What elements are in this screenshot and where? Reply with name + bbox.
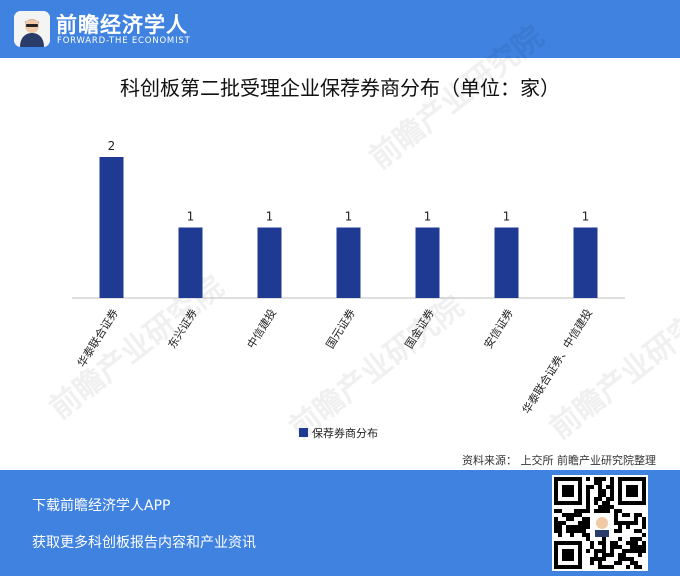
top-banner: 前瞻经济学人 FORWARD-THE ECONOMIST <box>0 0 680 58</box>
bar-4 <box>415 227 440 298</box>
category-label-5: 安信证券 <box>481 306 516 351</box>
category-label-3: 国元证券 <box>323 306 358 351</box>
economist-avatar-icon <box>14 11 50 47</box>
bottom-banner: 下载前瞻经济学人APP 获取更多科创板报告内容和产业资讯 <box>0 470 680 576</box>
value-label-3: 1 <box>345 210 353 224</box>
value-label-1: 1 <box>187 210 195 224</box>
download-app-text: 下载前瞻经济学人APP <box>32 498 171 514</box>
watermark-text-2: 前瞻产业研究院 <box>543 289 680 446</box>
category-label-2: 中信建投 <box>244 306 279 351</box>
watermark-text-1: 前瞻产业研究院 <box>283 289 470 446</box>
brand-name: 前瞻经济学人 <box>56 13 188 37</box>
bar-2 <box>257 227 282 298</box>
bar-5 <box>494 227 519 298</box>
watermark-text-3: 前瞻产业研究院 <box>363 19 550 176</box>
source-note: 资料来源： 上交所 前瞻产业研究院整理 <box>462 454 656 467</box>
value-label-4: 1 <box>424 210 432 224</box>
value-label-2: 1 <box>266 210 274 224</box>
bar-6 <box>573 227 598 298</box>
legend-swatch <box>299 428 308 437</box>
legend: 保荐券商分布 <box>299 426 378 440</box>
more-reports-text: 获取更多科创板报告内容和产业资讯 <box>32 535 256 551</box>
chart-title: 科创板第二批受理企业保荐券商分布（单位：家） <box>120 76 560 100</box>
bar-1 <box>178 227 203 298</box>
qr-code-icon[interactable] <box>552 475 648 571</box>
value-label-0: 2 <box>108 139 116 153</box>
value-label-5: 1 <box>503 210 511 224</box>
legend-label: 保荐券商分布 <box>312 426 378 440</box>
bar-3 <box>336 227 361 298</box>
brand-subtitle: FORWARD-THE ECONOMIST <box>57 36 191 46</box>
bar-0 <box>99 157 124 298</box>
value-label-6: 1 <box>582 210 590 224</box>
